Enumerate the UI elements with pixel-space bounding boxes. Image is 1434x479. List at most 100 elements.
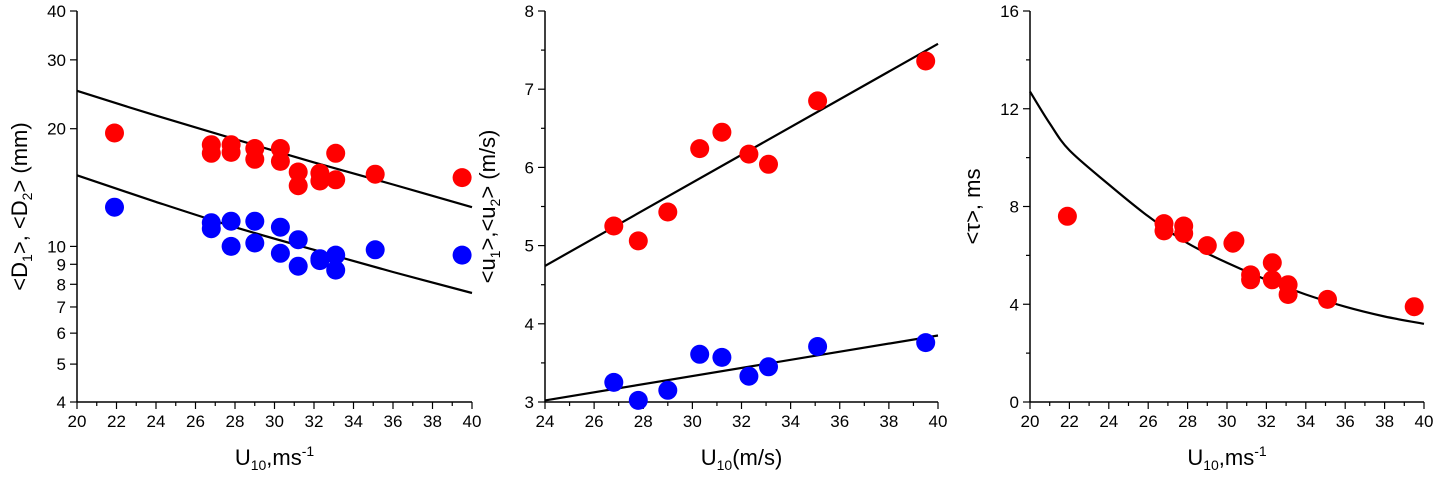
x-tick-label: 38: [1375, 412, 1394, 431]
x-tick-label: 22: [107, 412, 126, 431]
red-data-point: [326, 170, 346, 190]
x-tick-label: 36: [830, 412, 849, 431]
red-data-point: [739, 144, 759, 164]
y-tick-label: 30: [47, 51, 66, 70]
y-tick-label: 8: [1010, 198, 1019, 217]
blue-data-point: [604, 372, 624, 392]
blue-data-point: [690, 344, 710, 364]
blue-data-point: [245, 211, 265, 231]
y-tick-label: 16: [1000, 2, 1019, 21]
red-data-point: [105, 123, 124, 143]
red-data-point: [310, 171, 330, 191]
blue-data-point: [808, 337, 828, 356]
x-tick-label: 34: [781, 412, 800, 431]
y-tick-label: 10: [47, 237, 66, 256]
y-title-part: <u: [475, 258, 500, 283]
blue-data-point: [221, 211, 241, 231]
x-tick-label: 30: [683, 412, 702, 431]
y-tick-label: 4: [1010, 295, 1019, 314]
x-title-subscript: 10: [717, 457, 733, 473]
y-tick-label: 9: [57, 255, 66, 274]
blue-data-point: [712, 347, 732, 367]
x-tick-label: 38: [423, 412, 442, 431]
y-tick-label: 12: [1000, 100, 1019, 119]
x-title-tail: (m/s): [732, 445, 782, 470]
x-tick-label: 32: [1257, 412, 1276, 431]
blue-data-point: [326, 245, 346, 265]
red-data-point: [326, 143, 346, 163]
y-title-part: <D: [7, 262, 32, 291]
blue-data-point: [759, 357, 778, 377]
x-tick-label: 36: [1336, 412, 1355, 431]
fit-curve: [1029, 91, 1425, 325]
x-title-subscript: 10: [1203, 457, 1219, 473]
red-data-point: [1225, 231, 1245, 251]
blue-data-point: [270, 217, 290, 237]
red-data-point: [365, 164, 385, 184]
x-tick-label: 22: [1060, 412, 1079, 431]
red-data-point: [1318, 289, 1337, 309]
red-data-point: [1404, 297, 1424, 317]
blue-data-point: [658, 380, 678, 400]
y-title-part: <τ>, ms: [960, 169, 985, 245]
y-title-subscript: 2: [487, 198, 503, 206]
x-tick-label: 34: [1296, 412, 1315, 431]
blue-data-point: [916, 333, 936, 353]
blue-data-point: [221, 236, 241, 256]
y-tick-label: 7: [57, 298, 66, 317]
panel-diameter: 20 22 24 26 28 30 32 34 36 38 4045678910203040U10,…: [7, 2, 481, 473]
y-tick-label: 6: [525, 158, 534, 177]
blue-data-point: [288, 256, 308, 276]
y-tick-label: 7: [525, 80, 534, 99]
x-title-tail: ,ms: [1219, 445, 1254, 470]
red-data-point: [628, 231, 648, 251]
y-title-part: > (mm): [7, 122, 32, 192]
y-title-part: >,<u: [475, 206, 500, 250]
y-title-subscript: 1: [487, 250, 503, 258]
red-data-point: [1241, 270, 1261, 290]
y-axis-title: <τ>, ms: [960, 169, 985, 245]
x-tick-label: 26: [186, 412, 205, 431]
x-title-base: U: [235, 445, 251, 470]
y-tick-label: 40: [47, 2, 66, 21]
y-axis-title: <u1>,<u2> (m/s): [475, 130, 503, 284]
red-data-point: [1174, 223, 1194, 243]
y-title-subscript: 2: [19, 192, 35, 200]
red-data-point: [1197, 236, 1217, 256]
blue-data-point: [310, 249, 330, 269]
x-axis-title: U10,ms-1: [235, 443, 315, 473]
x-tick-label: 32: [305, 412, 324, 431]
x-axis-title: U10,ms-1: [1187, 443, 1267, 473]
x-tick-label: 28: [226, 412, 245, 431]
x-tick-label: 28: [1178, 412, 1197, 431]
y-tick-label: 20: [47, 120, 66, 139]
red-data-point: [452, 168, 472, 188]
red-data-point: [288, 162, 308, 182]
x-title-superscript: -1: [302, 443, 315, 459]
x-title-superscript: -1: [1254, 443, 1267, 459]
red-data-point: [270, 151, 290, 171]
panel-tau: 20 22 24 26 28 30 32 34 36 38 40 0 4 8 12 16 U10,ms-1 <τ>…: [960, 2, 1433, 473]
fit-curve: [544, 334, 939, 402]
x-tick-label: 20: [68, 412, 87, 431]
fit-curve: [76, 174, 473, 295]
y-title-part: >, <D: [7, 200, 32, 254]
y-title-subscript: 1: [19, 254, 35, 262]
x-tick-label: 24: [147, 412, 166, 431]
red-data-point: [245, 149, 265, 169]
x-tick-label: 24: [536, 412, 555, 431]
x-tick-label: 28: [634, 412, 653, 431]
x-title-tail: ,ms: [266, 445, 301, 470]
x-tick-label: 20: [1021, 412, 1040, 431]
y-tick-label: 4: [525, 315, 534, 334]
y-tick-label: 6: [57, 324, 66, 343]
blue-data-point: [245, 233, 265, 253]
blue-data-point: [288, 230, 308, 250]
red-data-point: [690, 139, 710, 159]
x-tick-label: 26: [585, 412, 604, 431]
y-axis-title: <D1>, <D2> (mm): [7, 122, 35, 290]
panel-velocity: 24 26 28 30 32 34 36 38 40345678U10(m/s)<u1>,<u2…: [475, 2, 947, 473]
x-title-subscript: 10: [251, 457, 267, 473]
x-tick-label: 34: [344, 412, 363, 431]
